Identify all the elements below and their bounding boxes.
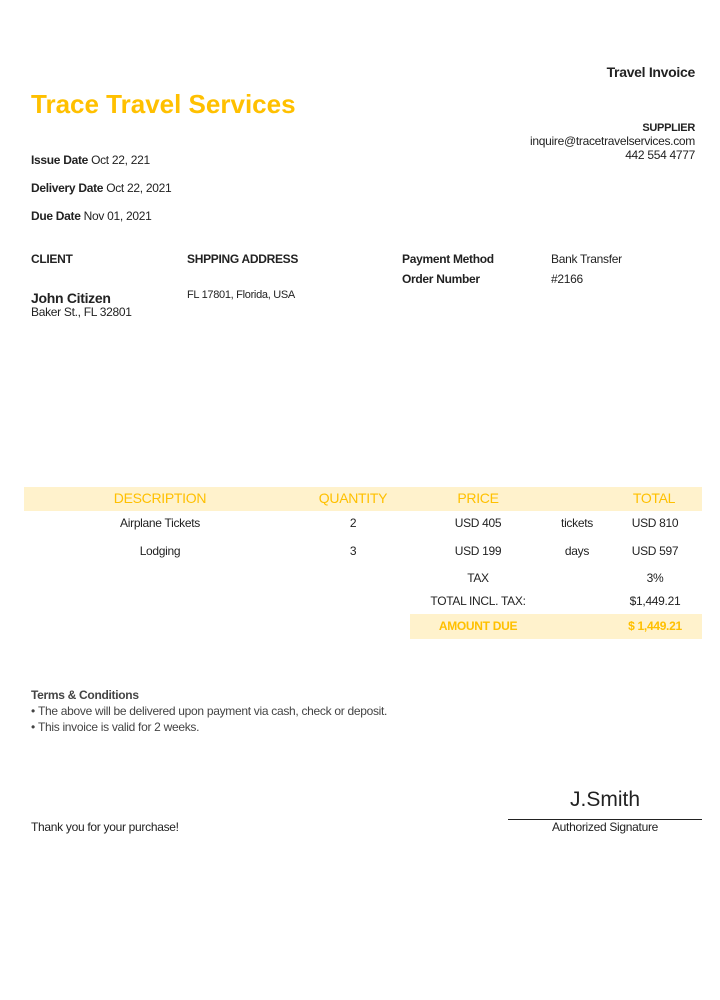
terms-item-text: This invoice is valid for 2 weeks.: [37, 720, 200, 734]
shipping-label: SHPPING ADDRESS: [187, 252, 299, 266]
row-unit: tickets: [561, 516, 593, 530]
row-price: USD 405: [454, 516, 502, 530]
supplier-email: inquire@tracetravelservices.com: [530, 134, 695, 148]
total-label: TOTAL INCL. TAX:: [430, 594, 526, 608]
tax-label: TAX: [467, 571, 489, 585]
issue-date-label: Issue Date: [31, 153, 89, 167]
amount-due-label: AMOUNT DUE: [438, 619, 518, 633]
shipping-address: FL 17801, Florida, USA: [187, 289, 295, 301]
row-quantity: 3: [349, 544, 357, 558]
client-address: Baker St., FL 32801: [31, 305, 132, 319]
row-unit: days: [564, 544, 590, 558]
row-total: USD 810: [631, 516, 679, 530]
order-number-value: #2166: [551, 272, 583, 286]
thank-you-note: Thank you for your purchase!: [31, 820, 179, 834]
row-quantity: 2: [349, 516, 357, 530]
delivery-date-label: Delivery Date: [31, 181, 104, 195]
supplier-phone: 442 554 4777: [625, 148, 695, 162]
due-date-label: Due Date: [31, 209, 81, 223]
table-header: [24, 487, 702, 511]
row-description: Lodging: [139, 544, 181, 558]
order-number-label: Order Number: [402, 272, 480, 286]
company-name: Trace Travel Services: [31, 89, 296, 119]
amount-due-band: [410, 614, 702, 639]
bullet-icon: •: [31, 720, 38, 734]
client-name: John Citizen: [31, 290, 111, 306]
row-total: USD 597: [631, 544, 679, 558]
header-total: TOTAL: [632, 490, 676, 506]
due-date-value: Nov 01, 2021: [83, 209, 152, 223]
signature-label: Authorized Signature: [551, 820, 659, 834]
issue-date: Issue Date Oct 22, 221: [31, 153, 150, 167]
terms-item-text: The above will be delivered upon payment…: [37, 704, 388, 718]
client-label: CLIENT: [31, 252, 73, 266]
due-date: Due Date Nov 01, 2021: [31, 209, 152, 223]
payment-method-label: Payment Method: [402, 252, 494, 266]
signature-line: [508, 819, 702, 820]
terms-title: Terms & Conditions: [31, 688, 139, 702]
payment-method-value: Bank Transfer: [551, 252, 622, 266]
document-title: Travel Invoice: [606, 64, 696, 80]
signature-name: J.Smith: [569, 788, 640, 811]
terms-item: • This invoice is valid for 2 weeks.: [31, 720, 199, 734]
terms-item: • The above will be delivered upon payme…: [31, 704, 387, 718]
header-description: DESCRIPTION: [113, 490, 207, 506]
delivery-date-value: Oct 22, 2021: [106, 181, 172, 195]
row-price: USD 199: [454, 544, 502, 558]
issue-date-value: Oct 22, 221: [91, 153, 150, 167]
row-description: Airplane Tickets: [120, 516, 200, 530]
tax-value: 3%: [646, 571, 664, 585]
header-price: PRICE: [457, 490, 499, 506]
bullet-icon: •: [31, 704, 38, 718]
supplier-label: SUPPLIER: [642, 122, 695, 134]
total-value: $1,449.21: [629, 594, 681, 608]
header-quantity: QUANTITY: [318, 490, 388, 506]
delivery-date: Delivery Date Oct 22, 2021: [31, 181, 172, 195]
amount-due-value: $ 1,449.21: [628, 619, 682, 633]
